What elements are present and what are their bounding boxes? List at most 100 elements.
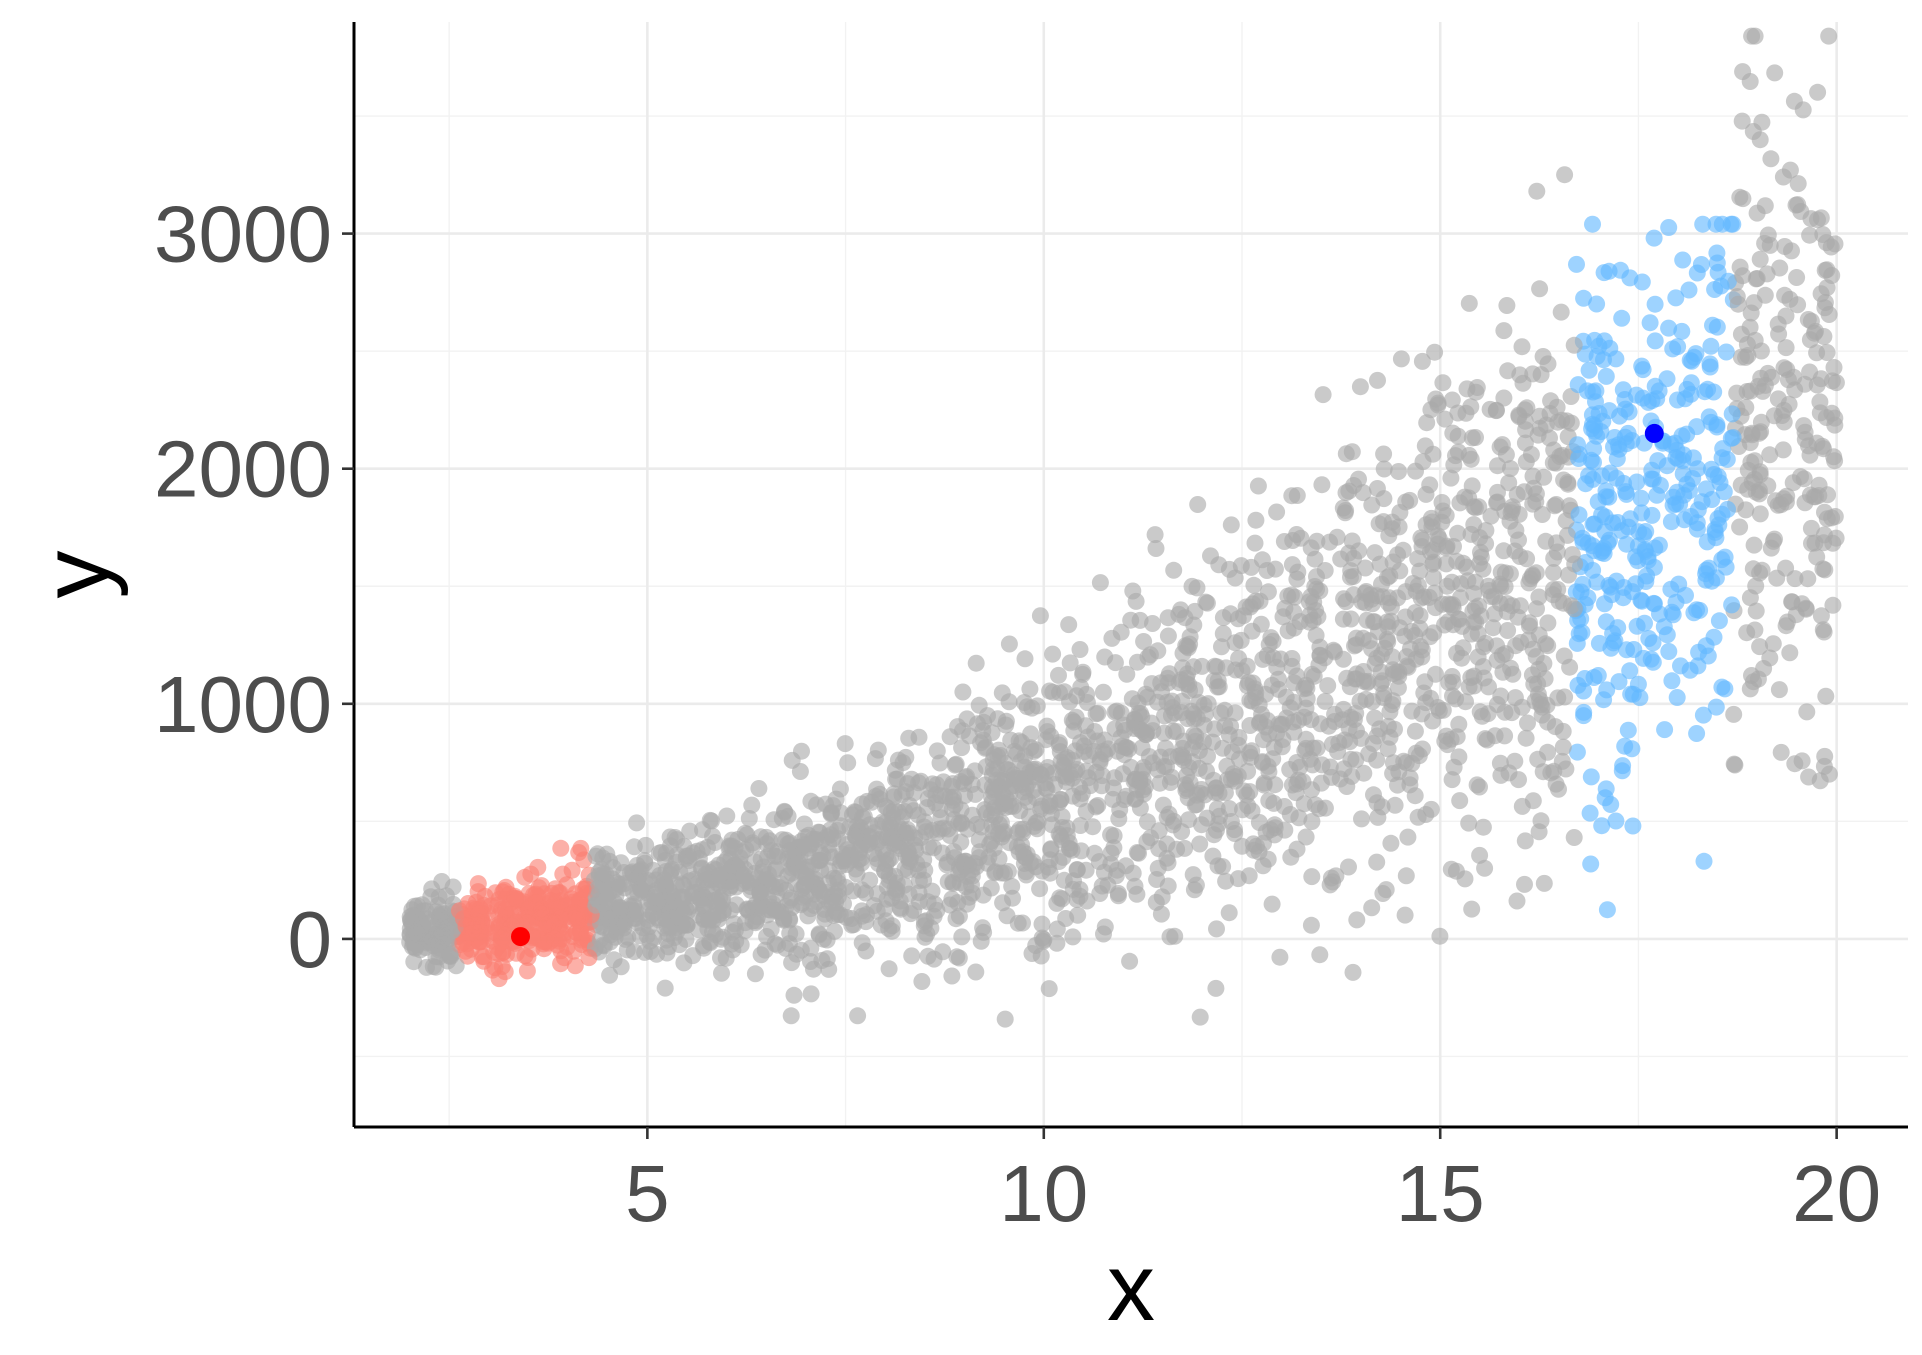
data-point	[1533, 706, 1551, 724]
data-point	[1467, 613, 1485, 631]
band-point	[1667, 495, 1685, 513]
data-point	[437, 887, 455, 905]
data-point	[1048, 934, 1066, 952]
data-point	[1462, 450, 1480, 468]
data-point	[1068, 687, 1086, 705]
data-point	[1124, 582, 1142, 600]
data-point	[1384, 754, 1402, 772]
data-point	[686, 870, 704, 888]
data-point	[1279, 622, 1297, 640]
data-point	[1050, 825, 1068, 843]
data-point	[1738, 336, 1756, 353]
data-point	[1519, 714, 1536, 732]
band-point	[1692, 256, 1710, 273]
data-point	[1449, 524, 1467, 542]
data-point	[802, 900, 820, 918]
data-point	[820, 836, 838, 854]
band-point	[1673, 322, 1691, 340]
data-point	[1193, 657, 1211, 675]
data-point	[1565, 829, 1583, 846]
axes	[352, 22, 1908, 1129]
data-point	[1409, 550, 1427, 568]
band-point	[1713, 678, 1731, 696]
data-point	[834, 845, 852, 863]
band-point	[516, 947, 534, 965]
band-point	[1633, 592, 1651, 610]
data-point	[618, 941, 636, 959]
data-point	[701, 811, 719, 829]
data-point	[1021, 680, 1039, 698]
data-point	[1343, 443, 1361, 461]
data-point	[628, 914, 646, 932]
data-point	[1071, 817, 1089, 834]
data-point	[1788, 269, 1806, 286]
data-point	[1752, 369, 1770, 387]
data-point	[1517, 729, 1535, 747]
data-point	[978, 854, 996, 872]
band-point	[518, 914, 536, 932]
band-point	[1634, 361, 1652, 379]
band-point	[1568, 255, 1585, 273]
data-point	[1162, 706, 1180, 724]
data-point	[1226, 704, 1244, 722]
data-point	[1259, 583, 1277, 601]
data-point	[1426, 584, 1444, 602]
data-point	[1277, 688, 1295, 706]
data-point	[1546, 718, 1564, 736]
data-point	[925, 907, 943, 925]
data-point	[1300, 593, 1318, 611]
data-point	[1471, 703, 1489, 721]
data-point	[1445, 538, 1462, 555]
data-point	[1233, 837, 1251, 855]
data-point	[818, 950, 836, 968]
data-point	[1072, 842, 1090, 860]
data-point	[1434, 374, 1452, 392]
data-point	[1488, 494, 1506, 512]
data-point	[954, 683, 972, 701]
data-point	[587, 896, 605, 914]
data-point	[1732, 348, 1750, 366]
data-point	[1559, 475, 1577, 493]
band-point	[1585, 453, 1602, 471]
band-point	[1582, 768, 1600, 786]
band-point	[1663, 672, 1681, 690]
data-point	[1252, 615, 1270, 633]
data-point	[1117, 857, 1135, 875]
band-point	[469, 875, 487, 893]
data-point	[1188, 579, 1206, 597]
band-point	[1682, 374, 1700, 392]
data-point	[1545, 549, 1563, 567]
data-point	[436, 928, 454, 946]
data-point	[1392, 350, 1410, 368]
data-point	[1348, 665, 1366, 683]
data-point	[1529, 675, 1547, 693]
data-point	[637, 836, 655, 854]
data-point	[1138, 813, 1156, 831]
data-point	[1152, 905, 1170, 923]
data-point	[1345, 711, 1363, 728]
data-point	[1761, 446, 1779, 464]
band-point	[574, 880, 592, 898]
data-point	[1306, 796, 1324, 814]
data-point	[968, 815, 986, 833]
data-point	[1060, 616, 1078, 634]
data-point	[1403, 702, 1421, 720]
data-point	[1383, 513, 1401, 531]
band-point	[552, 955, 570, 973]
band-point	[1607, 812, 1625, 830]
data-point	[1396, 906, 1414, 924]
data-point	[1547, 496, 1565, 513]
data-point	[1450, 715, 1468, 733]
data-point	[1424, 555, 1442, 573]
data-point	[1165, 812, 1183, 830]
data-point	[1344, 963, 1362, 981]
data-point	[1238, 677, 1256, 695]
data-point	[861, 871, 879, 889]
band-point	[1696, 383, 1714, 401]
data-point	[1245, 576, 1263, 594]
data-point	[1135, 633, 1153, 650]
data-point	[1114, 765, 1132, 783]
data-point	[1128, 885, 1146, 903]
data-point	[1444, 596, 1462, 614]
data-point	[1303, 813, 1321, 830]
